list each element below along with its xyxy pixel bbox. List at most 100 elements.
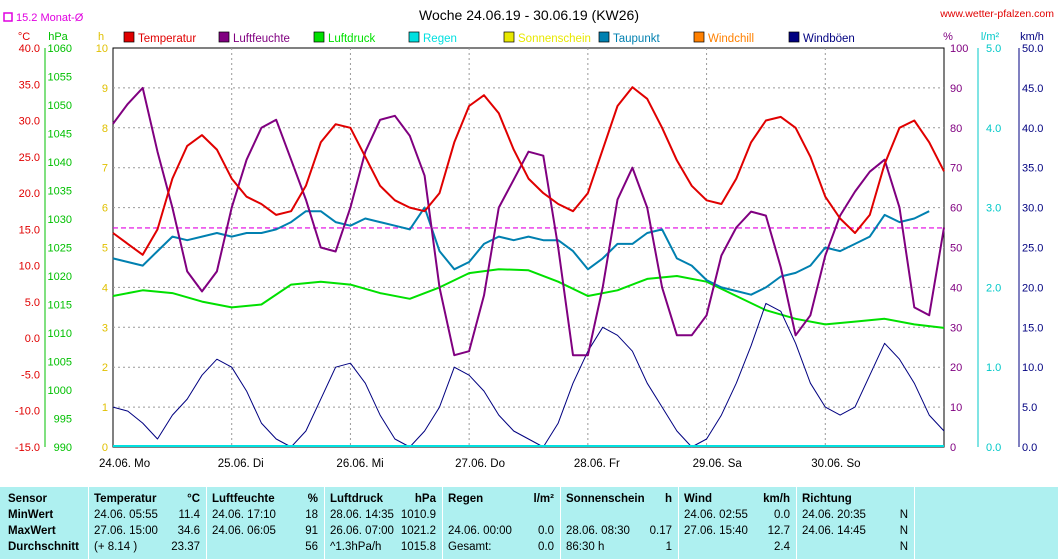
cell-label: 24.06. 05:55 <box>94 509 158 521</box>
h-tick: 10 <box>96 43 108 55</box>
cell-label: 28.06. 08:30 <box>566 525 630 537</box>
wind-tick: 40.0 <box>1022 123 1043 135</box>
cell-label: 24.06. 20:35 <box>802 509 866 521</box>
cell-value: 91 <box>305 525 318 537</box>
legend-swatch <box>408 31 420 43</box>
day-label: 28.06. Fr <box>574 458 620 470</box>
legend-swatch <box>218 31 230 43</box>
col-title: Temperatur <box>94 493 157 505</box>
col-unit: hPa <box>414 493 436 505</box>
hpa-tick: 1045 <box>48 129 72 141</box>
hpa-tick: 1040 <box>48 157 72 169</box>
pct-tick: 80 <box>950 123 962 135</box>
temp-tick: 35.0 <box>19 79 40 91</box>
cell-label: 24.06. 02:55 <box>684 509 748 521</box>
cell-label: 28.06. 14:35 <box>330 509 394 521</box>
series-line-temperatur <box>112 86 945 256</box>
table-col: Regen l/m² 24.06. 00:00 0.0 Gesamt: 0.0 <box>448 491 558 555</box>
table-col: Luftfeuchte% 24.06. 17:10 18 24.06. 06:05 91… <box>212 491 322 555</box>
pct-tick: 90 <box>950 83 962 95</box>
rain-tick: 1.0 <box>986 362 1001 374</box>
monthly-avg-label: 15.2 Monat-Ø <box>16 12 84 24</box>
cell-label: 24.06. 00:00 <box>448 525 512 537</box>
rain-unit: l/m² <box>981 31 1000 43</box>
cell-label: 27.06. 15:40 <box>684 525 748 537</box>
table-row: 2.4 <box>684 539 794 555</box>
site-link[interactable]: www.wetter-pfalzen.com <box>939 8 1054 20</box>
table-header: Wind km/h <box>684 491 794 507</box>
table-row: (+ 8.14 ) 23.37 <box>94 539 204 555</box>
col-unit: l/m² <box>533 493 554 505</box>
legend-label: Regen <box>423 33 457 45</box>
hpa-tick: 1010 <box>48 328 72 340</box>
temp-tick: 30.0 <box>19 116 40 128</box>
table-row: 26.06. 07:00 1021.2 <box>330 523 440 539</box>
cell-value: 23.37 <box>171 541 200 553</box>
hpa-tick: 1055 <box>48 72 72 84</box>
temp-tick: 40.0 <box>19 43 40 55</box>
day-label: 27.06. Do <box>455 458 505 470</box>
legend-label: Taupunkt <box>613 33 660 45</box>
cell-value: 0.17 <box>649 525 672 537</box>
cell-value: N <box>899 541 908 553</box>
col-title: Sensor <box>8 493 47 505</box>
temp-tick: 0.0 <box>25 333 40 345</box>
cell-value: 0.0 <box>774 509 790 521</box>
cell-value: 11.4 <box>178 509 200 521</box>
legend-label: Luftfeuchte <box>233 33 290 45</box>
weather-chart: 40.035.030.025.020.015.010.05.00.0-5.0-1… <box>3 7 1054 470</box>
rain-tick: 3.0 <box>986 203 1001 215</box>
table-row: 86:30 h 1 <box>566 539 676 555</box>
temp-tick: -15.0 <box>15 442 40 454</box>
table-row: 24.06. 05:55 11.4 <box>94 507 204 523</box>
pct-unit: % <box>943 31 953 43</box>
col-title: Sonnenschein <box>566 493 645 505</box>
day-label: 29.06. Sa <box>693 458 743 470</box>
chart-series <box>112 86 945 448</box>
table-row: 24.06. 14:45 N <box>802 523 912 539</box>
pct-tick: 70 <box>950 163 962 175</box>
col-title: Luftfeuchte <box>212 493 275 505</box>
table-row: MaxWert <box>8 525 56 537</box>
temp-tick: 20.0 <box>19 188 40 200</box>
table-header: Luftfeuchte% <box>212 491 322 507</box>
table-header: Richtung <box>802 491 912 507</box>
cell-value: 56 <box>305 541 318 553</box>
legend-label: Sonnenschein <box>518 33 591 45</box>
table-row: 24.06. 17:10 18 <box>212 507 322 523</box>
wind-tick: 15.0 <box>1022 322 1043 334</box>
cell-label: ^1.3hPa/h <box>330 541 382 553</box>
cell-label: 86:30 h <box>566 541 605 553</box>
temp-tick: 25.0 <box>19 152 40 164</box>
pct-tick: 60 <box>950 203 962 215</box>
pct-tick: 10 <box>950 402 962 414</box>
h-tick: 0 <box>102 442 108 454</box>
table-row: 28.06. 08:30 0.17 <box>566 523 676 539</box>
h-tick: 7 <box>102 163 108 175</box>
hpa-tick: 1060 <box>48 43 72 55</box>
hpa-tick: 1015 <box>48 300 72 312</box>
wind-tick: 25.0 <box>1022 243 1043 255</box>
table-row: 27.06. 15:00 34.6 <box>94 523 204 539</box>
day-label: 24.06. Mo <box>99 458 150 470</box>
h-tick: 2 <box>102 362 108 374</box>
series-line-luftfeuchte <box>112 86 945 357</box>
col-title: Richtung <box>802 493 852 505</box>
hpa-tick: 1020 <box>48 271 72 283</box>
wind-tick: 0.0 <box>1022 442 1037 454</box>
table-col: Sensor MinWert MaxWert Durchschnitt <box>8 491 86 555</box>
temp-tick: 15.0 <box>19 224 40 236</box>
stats-table: Sensor MinWert MaxWert Durchschnitt Temperat… <box>0 487 1058 559</box>
hpa-tick: 1005 <box>48 357 72 369</box>
h-tick: 4 <box>102 282 108 294</box>
legend-label: Windchill <box>708 33 754 45</box>
table-header: Luftdruck hPa <box>330 491 440 507</box>
chart-header: 15.2 Monat-Ø Woche 24.06.19 - 30.06.19 (… <box>3 7 1054 43</box>
col-title: Luftdruck <box>330 493 384 505</box>
cell-value: 2.4 <box>774 541 790 553</box>
table-col: Luftdruck hPa 28.06. 14:35 1010.9 26.06. 07:… <box>330 491 440 555</box>
cell-value: 18 <box>305 509 318 521</box>
chart-axes: 40.035.030.025.020.015.010.05.00.0-5.0-1… <box>15 43 1044 470</box>
hpa-tick: 990 <box>54 442 72 454</box>
legend-swatch <box>503 31 515 43</box>
